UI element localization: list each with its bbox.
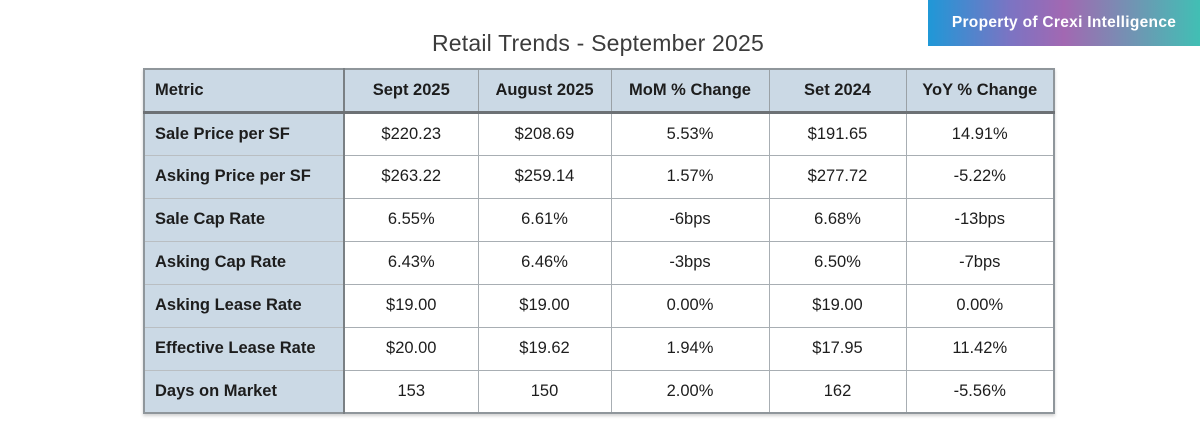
cell-value: 6.61%: [477, 197, 612, 242]
cell-value: -5.22%: [905, 154, 1055, 199]
column-header-yoy-change: YoY % Change: [905, 68, 1055, 114]
property-badge: Property of Crexi Intelligence: [928, 0, 1200, 46]
cell-value: 6.68%: [768, 197, 907, 242]
cell-value: $20.00: [343, 326, 479, 371]
cell-value: 11.42%: [905, 326, 1055, 371]
metric-label: Sale Cap Rate: [143, 197, 345, 242]
retail-trends-table: Metric Sept 2025 August 2025 MoM % Chang…: [143, 68, 1055, 414]
column-header-metric: Metric: [143, 68, 345, 114]
cell-value: -5.56%: [905, 369, 1055, 414]
cell-value: 14.91%: [905, 111, 1055, 156]
page-title: Retail Trends - September 2025: [431, 30, 764, 56]
cell-value: 6.43%: [343, 240, 479, 285]
property-badge-label: Property of Crexi Intelligence: [951, 14, 1177, 31]
metric-label: Days on Market: [143, 369, 345, 414]
cell-value: $17.95: [768, 326, 907, 371]
cell-value: -7bps: [905, 240, 1055, 285]
table-row: Sale Cap Rate 6.55% 6.61% -6bps 6.68% -1…: [143, 197, 1055, 242]
column-header-sept-2025: Sept 2025: [343, 68, 479, 114]
cell-value: 153: [343, 369, 479, 414]
cell-value: -6bps: [610, 197, 770, 242]
cell-value: $220.23: [343, 111, 479, 156]
cell-value: 0.00%: [610, 283, 770, 328]
table-row: Effective Lease Rate $20.00 $19.62 1.94%…: [143, 326, 1055, 371]
metric-label: Asking Lease Rate: [143, 283, 345, 328]
table-row: Sale Price per SF $220.23 $208.69 5.53% …: [143, 111, 1055, 156]
cell-value: 1.94%: [610, 326, 770, 371]
cell-value: 6.50%: [768, 240, 907, 285]
column-header-set-2024: Set 2024: [768, 68, 907, 114]
table-row: Asking Cap Rate 6.43% 6.46% -3bps 6.50% …: [143, 240, 1055, 285]
cell-value: 150: [477, 369, 612, 414]
metric-label: Asking Cap Rate: [143, 240, 345, 285]
table-row: Days on Market 153 150 2.00% 162 -5.56%: [143, 369, 1055, 414]
cell-value: 162: [768, 369, 907, 414]
cell-value: $259.14: [477, 154, 612, 199]
table-header-row: Metric Sept 2025 August 2025 MoM % Chang…: [143, 68, 1055, 114]
column-header-august-2025: August 2025: [477, 68, 612, 114]
cell-value: $19.62: [477, 326, 612, 371]
cell-value: 6.46%: [477, 240, 612, 285]
cell-value: 6.55%: [343, 197, 479, 242]
cell-value: $19.00: [477, 283, 612, 328]
table-row: Asking Price per SF $263.22 $259.14 1.57…: [143, 154, 1055, 199]
cell-value: 0.00%: [905, 283, 1055, 328]
cell-value: $208.69: [477, 111, 612, 156]
cell-value: -3bps: [610, 240, 770, 285]
cell-value: $277.72: [768, 154, 907, 199]
metric-label: Effective Lease Rate: [143, 326, 345, 371]
cell-value: $19.00: [343, 283, 479, 328]
table-row: Asking Lease Rate $19.00 $19.00 0.00% $1…: [143, 283, 1055, 328]
metric-label: Sale Price per SF: [143, 111, 345, 156]
metric-label: Asking Price per SF: [143, 154, 345, 199]
column-header-mom-change: MoM % Change: [610, 68, 770, 114]
cell-value: -13bps: [905, 197, 1055, 242]
cell-value: 2.00%: [610, 369, 770, 414]
cell-value: 5.53%: [610, 111, 770, 156]
cell-value: $191.65: [768, 111, 907, 156]
cell-value: 1.57%: [610, 154, 770, 199]
cell-value: $19.00: [768, 283, 907, 328]
cell-value: $263.22: [343, 154, 479, 199]
